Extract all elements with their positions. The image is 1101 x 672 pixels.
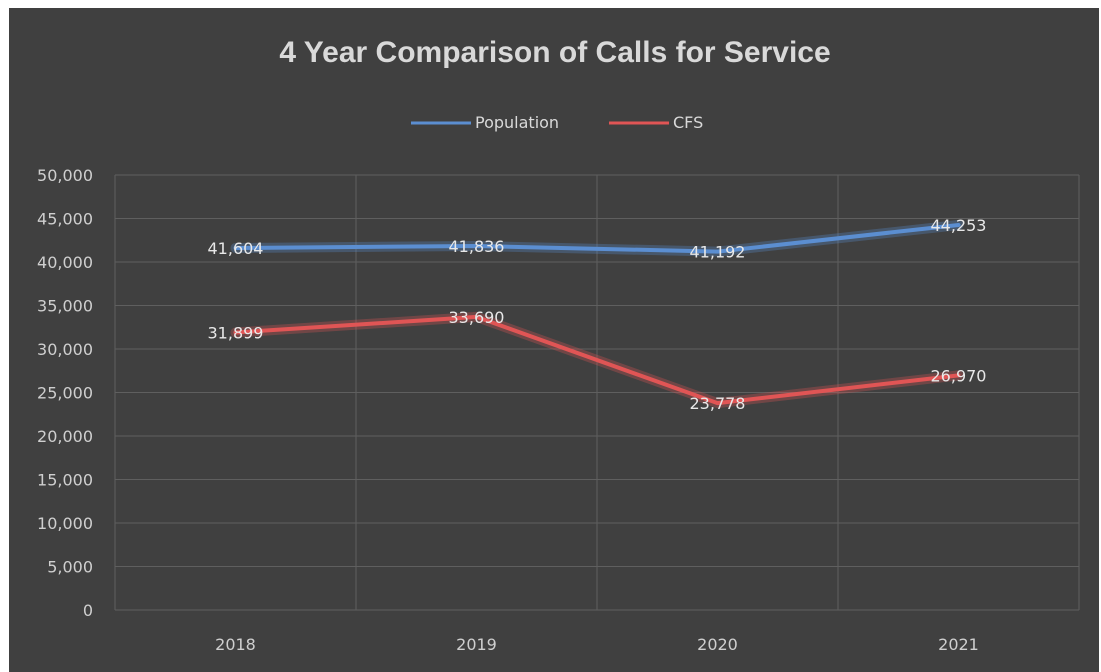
y-tick-label: 5,000 bbox=[47, 558, 93, 577]
data-label-population: 41,192 bbox=[690, 243, 746, 262]
chart-panel: 4 Year Comparison of Calls for Service P… bbox=[9, 8, 1099, 672]
data-label-population: 44,253 bbox=[931, 216, 987, 235]
y-tick-label: 15,000 bbox=[37, 471, 93, 490]
plot-area: 0 5,000 10,000 15,000 20,000 25,000 30,000 35,0… bbox=[37, 166, 1080, 654]
y-tick-label: 25,000 bbox=[37, 384, 93, 403]
x-tick-label: 2020 bbox=[697, 635, 738, 654]
y-tick-label: 30,000 bbox=[37, 340, 93, 359]
data-label-cfs: 33,690 bbox=[449, 308, 505, 327]
chart-title: 4 Year Comparison of Calls for Service bbox=[279, 36, 830, 69]
line-chart: 4 Year Comparison of Calls for Service P… bbox=[37, 36, 1080, 654]
data-label-cfs: 31,899 bbox=[208, 323, 264, 342]
x-tick-label: 2018 bbox=[215, 635, 256, 654]
data-label-population: 41,604 bbox=[208, 239, 264, 258]
y-tick-label: 40,000 bbox=[37, 253, 93, 272]
data-label-cfs: 26,970 bbox=[931, 366, 987, 385]
series-line-population bbox=[233, 223, 961, 254]
y-tick-label: 20,000 bbox=[37, 427, 93, 446]
legend-population-label: Population bbox=[475, 113, 559, 132]
y-tick-label: 10,000 bbox=[37, 514, 93, 533]
legend-cfs-label: CFS bbox=[673, 113, 703, 132]
y-tick-label: 0 bbox=[83, 601, 93, 620]
series-line-cfs bbox=[233, 314, 961, 406]
data-label-cfs: 23,778 bbox=[690, 394, 746, 413]
legend: Population CFS bbox=[411, 113, 703, 132]
y-tick-label: 45,000 bbox=[37, 210, 93, 229]
y-tick-label: 50,000 bbox=[37, 166, 93, 185]
y-tick-label: 35,000 bbox=[37, 297, 93, 316]
x-tick-label: 2021 bbox=[938, 635, 979, 654]
data-label-population: 41,836 bbox=[449, 237, 505, 256]
x-tick-label: 2019 bbox=[456, 635, 497, 654]
